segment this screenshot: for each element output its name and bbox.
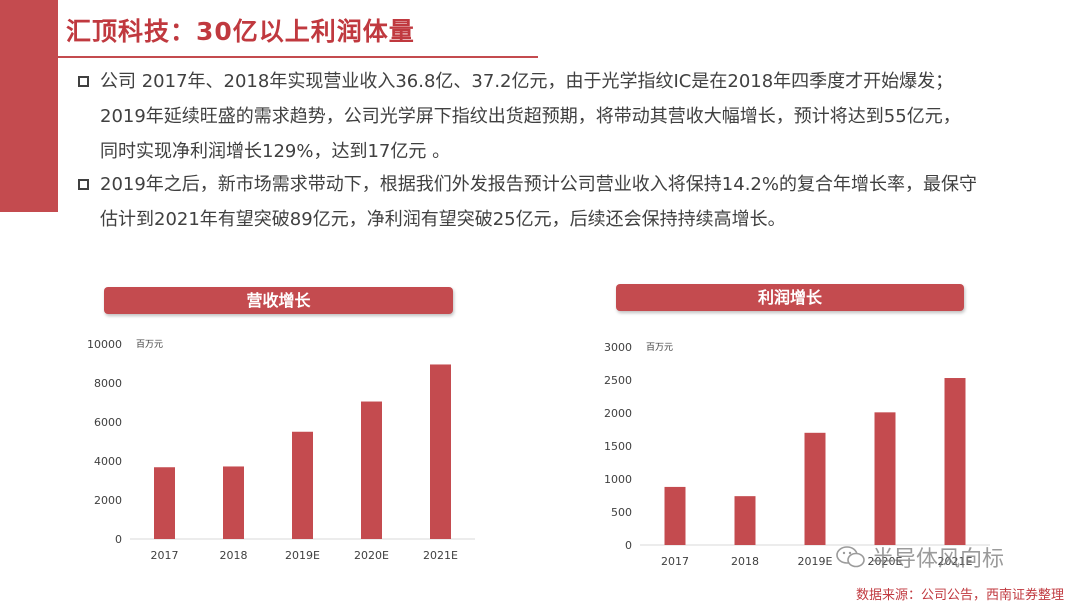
x-tick-label: 2019E (798, 555, 833, 568)
x-tick-label: 2018 (220, 549, 248, 562)
y-tick-label: 10000 (87, 338, 122, 351)
data-source-note: 数据来源：公司公告，西南证券整理 (855, 588, 1064, 603)
page-title: 汇顶科技：30亿以上利润体量 (66, 17, 415, 46)
bar (944, 378, 966, 545)
x-tick-label: 2021E (938, 555, 973, 568)
y-tick-label: 2500 (604, 374, 632, 387)
revenue-chart-header: 营收增长 (104, 287, 453, 314)
x-tick-label: 2017 (151, 549, 179, 562)
bar (154, 467, 175, 539)
bar (292, 431, 313, 539)
unit-label: 百万元 (136, 339, 163, 350)
y-tick-label: 0 (115, 533, 122, 546)
x-tick-label: 2017 (661, 555, 689, 568)
x-tick-label: 2018 (731, 555, 759, 568)
y-tick-label: 1500 (604, 440, 632, 453)
left-accent-bar (0, 0, 58, 212)
wechat-icon (836, 546, 865, 568)
profit-chart-header: 利润增长 (616, 284, 964, 311)
bullet-text: 公司 2017年、2018年实现营业收入36.8亿、37.2亿元，由于光学指纹I… (100, 71, 961, 162)
bar (664, 486, 686, 545)
unit-label: 百万元 (646, 342, 673, 353)
y-tick-label: 0 (625, 539, 632, 552)
title-underline (58, 56, 538, 58)
bullet-item: 公司 2017年、2018年实现营业收入36.8亿、37.2亿元，由于光学指纹I… (78, 64, 978, 169)
x-tick-label: 2020E (868, 555, 903, 568)
profit-bar-chart: 0 500 1000 1500 2000 2500 3000 百万元 2017 2018 2019E… (604, 341, 990, 568)
y-tick-label: 2000 (94, 494, 122, 507)
square-bullet-icon (78, 76, 89, 87)
x-tick-label: 2019E (285, 549, 320, 562)
y-tick-label: 500 (611, 506, 632, 519)
bar (223, 466, 244, 539)
y-tick-label: 3000 (604, 341, 632, 354)
x-tick-label: 2020E (354, 549, 389, 562)
watermark-text: 半导体风向标 (872, 547, 1005, 572)
x-tick-label: 2021E (423, 549, 458, 562)
revenue-bar-chart: 0 2000 4000 6000 8000 10000 百万元 2017 2018 2019E 20… (87, 338, 475, 562)
bar (734, 496, 756, 545)
y-tick-label: 6000 (94, 416, 122, 429)
y-tick-label: 2000 (604, 407, 632, 420)
bar (430, 364, 451, 539)
y-tick-label: 8000 (94, 377, 122, 390)
y-tick-label: 1000 (604, 473, 632, 486)
bullet-text: 2019年之后，新市场需求带动下，根据我们外发报告预计公司营业收入将保持14.2… (100, 174, 977, 230)
bullet-item: 2019年之后，新市场需求带动下，根据我们外发报告预计公司营业收入将保持14.2… (78, 167, 978, 237)
square-bullet-icon (78, 179, 89, 190)
watermark: 半导体风向标 (836, 541, 1004, 573)
y-tick-label: 4000 (94, 455, 122, 468)
bar (874, 412, 896, 545)
bar (804, 432, 826, 545)
bar (361, 401, 382, 539)
